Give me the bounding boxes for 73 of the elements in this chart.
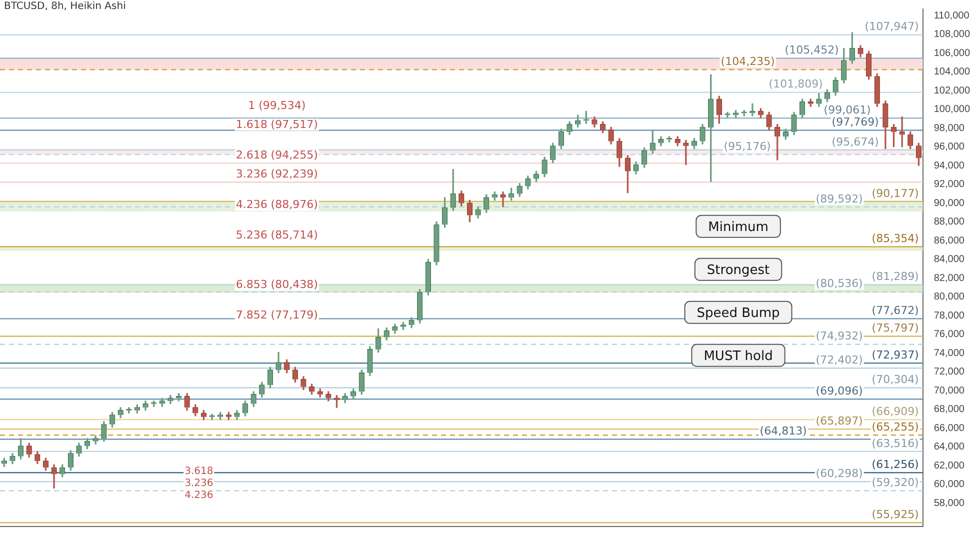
y-tick-label: 96,000 (934, 142, 965, 153)
y-tick-label: 102,000 (934, 85, 970, 96)
y-tick-label: 110,000 (934, 10, 970, 22)
annotation: 7.852 (77,179) (236, 308, 318, 322)
y-tick-label: 70,000 (934, 385, 965, 396)
ref-line-label: (97,769) (832, 116, 879, 129)
ref-line-label: (95,674) (832, 135, 879, 148)
y-tick-label: 108,000 (934, 29, 970, 40)
ref-line-label: (72,937) (872, 348, 919, 362)
ref-line-label: (55,925) (872, 508, 919, 521)
annotation: 3.618 (184, 466, 214, 478)
annotation: Strongest (706, 262, 770, 278)
y-tick-label: 58,000 (934, 498, 965, 509)
annotation: 6.853 (80,438) (236, 278, 318, 292)
y-tick-label: 72,000 (934, 366, 965, 378)
ref-line-label: (69,096) (816, 384, 863, 398)
ref-line-label: (61,256) (872, 458, 919, 471)
ref-line-label: (65,255) (872, 420, 919, 434)
y-tick-label: 98,000 (934, 122, 965, 134)
annotation: Minimum (708, 220, 768, 235)
ref-line-label: (66,909) (872, 404, 919, 418)
ref-line-label: (63,516) (872, 436, 919, 450)
annotation: Speed Bump (696, 306, 780, 321)
ref-line-label: (70,304) (872, 373, 919, 386)
ref-line-label: (65,897) (816, 414, 863, 428)
y-tick-label: 104,000 (934, 66, 970, 78)
ref-line-label: (107,947) (864, 20, 919, 34)
annotation: 3.236 (92,239) (236, 167, 318, 180)
ref-line-label: (85,354) (872, 232, 919, 246)
y-tick-label: 82,000 (934, 272, 965, 284)
y-tick-label: 106,000 (934, 48, 970, 59)
y-tick-label: 100,000 (934, 104, 970, 116)
annotation: 1.618 (97,517) (236, 118, 318, 131)
ref-line-label: (101,809) (768, 78, 823, 91)
y-tick-label: 84,000 (934, 254, 965, 266)
ref-line-label: (72,402) (816, 353, 863, 366)
ref-line-label: (89,592) (816, 192, 863, 206)
ref-line-label: (64,813) (760, 424, 807, 438)
candlestick (899, 116, 905, 148)
ref-line-label: (80,536) (816, 277, 863, 290)
y-tick-label: 66,000 (934, 422, 965, 434)
ref-line-label: (104,235) (720, 54, 775, 68)
annotation: 4.236 (184, 490, 214, 502)
ref-line-label: (90,177) (872, 186, 919, 200)
y-tick-label: 88,000 (934, 216, 965, 228)
y-tick-label: 64,000 (934, 442, 965, 453)
chart-title: BTCUSD, 8h, Heikin Ashi (4, 1, 126, 12)
ref-line-label: (95,176) (724, 140, 771, 153)
ref-line-label: (60,298) (816, 466, 863, 480)
y-tick-label: 68,000 (934, 404, 965, 416)
ref-line-label: (99,061) (824, 103, 871, 116)
y-tick-label: 62,000 (934, 460, 965, 472)
annotation: MUST hold (704, 348, 773, 364)
annotation: 1 (99,534) (248, 99, 306, 112)
y-tick-label: 78,000 (934, 310, 965, 322)
y-tick-label: 60,000 (934, 479, 965, 490)
annotation: 5.236 (85,714) (236, 228, 318, 242)
y-tick-label: 92,000 (934, 179, 965, 190)
ref-line-label: (81,289) (872, 270, 919, 284)
ref-line-label: (75,797) (872, 322, 919, 335)
y-tick-label: 86,000 (934, 235, 965, 246)
ref-line-label: (74,932) (816, 330, 863, 343)
annotation: 3.236 (184, 478, 214, 490)
y-tick-label: 76,000 (934, 329, 965, 340)
ref-line-label: (105,452) (784, 44, 839, 57)
y-tick-label: 94,000 (934, 160, 965, 172)
y-tick-label: 74,000 (934, 348, 965, 359)
annotation: 4.236 (88,976) (236, 198, 318, 212)
ref-line-label: (59,320) (872, 476, 919, 490)
y-tick-label: 80,000 (934, 292, 965, 303)
ref-line-label: (77,672) (872, 304, 919, 318)
annotation: 2.618 (94,255) (236, 148, 318, 162)
y-tick-label: 90,000 (934, 198, 965, 209)
